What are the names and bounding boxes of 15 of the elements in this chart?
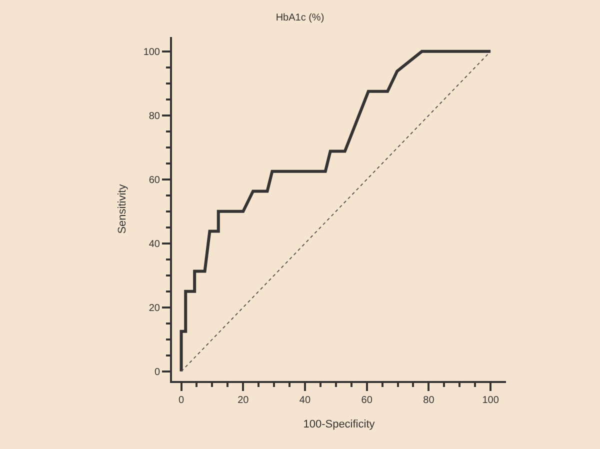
y-tick-label: 40: [148, 238, 160, 250]
x-tick-label: 40: [299, 395, 311, 406]
y-tick-label: 100: [143, 46, 160, 58]
x-tick-label: 20: [238, 395, 250, 406]
x-axis-title: 100-Specificity: [303, 418, 376, 431]
x-tick-label: 0: [178, 395, 184, 406]
x-tick-label: 60: [361, 395, 373, 406]
y-tick-label: 60: [148, 174, 160, 186]
y-tick-label: 20: [148, 302, 160, 314]
chart-title: HbA1c (%): [276, 12, 324, 24]
x-tick-label: 80: [423, 395, 435, 406]
x-tick-label: 100: [482, 395, 500, 406]
y-tick-label: 80: [148, 110, 160, 122]
y-tick-label: 0: [154, 366, 160, 378]
y-axis-title: Sensitivity: [116, 184, 128, 234]
